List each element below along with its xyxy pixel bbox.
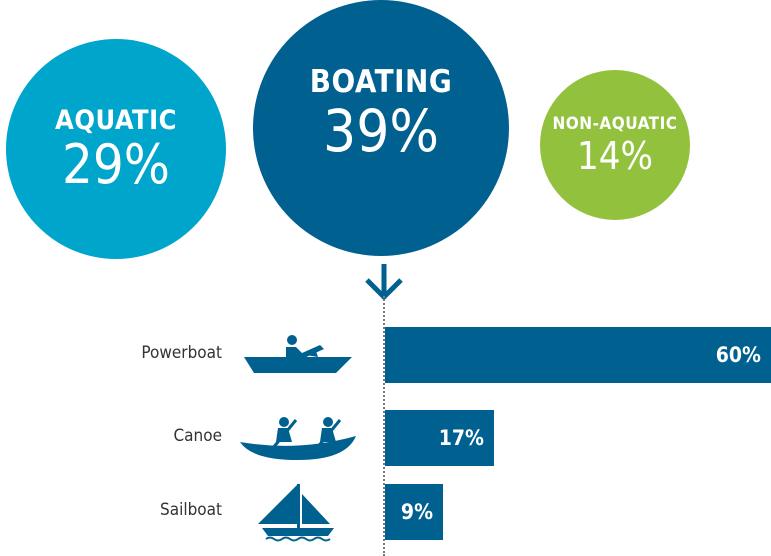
category-label-powerboat: Powerboat — [141, 343, 222, 363]
bar-powerboat: 60% — [385, 327, 771, 383]
bar-value-label-sailboat: 9% — [400, 500, 433, 524]
sailboat-icon — [248, 482, 348, 546]
bar-value-label-powerboat: 60% — [715, 343, 761, 367]
bar-sailboat: 9% — [385, 484, 443, 540]
aquatic-value: 29% — [62, 132, 170, 196]
non-aquatic-label: NON-AQUATIC — [552, 113, 678, 134]
bar-canoe: 17% — [385, 410, 494, 466]
aquatic-circle: AQUATIC 29% — [6, 39, 226, 259]
canoe-icon — [238, 414, 358, 466]
boating-label: BOATING — [309, 63, 453, 100]
boating-value: 39% — [323, 96, 439, 165]
aquatic-label: AQUATIC — [55, 104, 177, 136]
powerboat-icon — [240, 333, 360, 381]
non-aquatic-value: 14% — [577, 133, 653, 178]
non-aquatic-circle: NON-AQUATIC 14% — [540, 70, 690, 220]
boating-circle: BOATING 39% — [253, 0, 509, 256]
bar-value-label-canoe: 17% — [438, 426, 484, 450]
baseline-divider — [383, 296, 385, 556]
category-label-canoe: Canoe — [173, 426, 222, 446]
category-label-sailboat: Sailboat — [159, 500, 222, 520]
